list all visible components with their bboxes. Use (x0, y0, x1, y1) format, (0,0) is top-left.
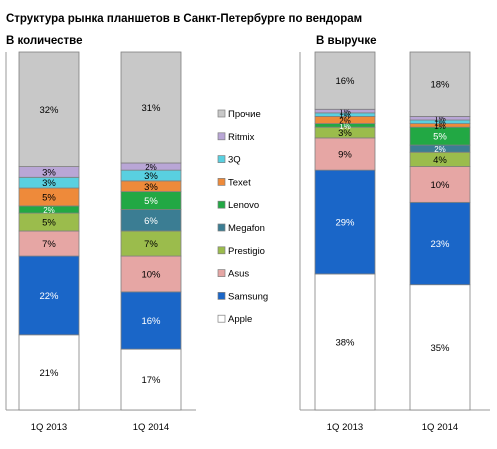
data-label-samsung-p1-c1: 23% (430, 239, 450, 250)
data-label-3q-p1-c1: 1% (434, 118, 446, 127)
data-label-3q-p1-c0: 1% (339, 111, 351, 120)
legend-label-samsung: Samsung (228, 291, 268, 302)
bar-segment-apple-p0-c0 (18, 334, 80, 411)
data-label-ritmix-p1-c1: 1% (434, 115, 446, 124)
panel-left-title: В количестве (6, 35, 82, 47)
panel-right-title: В выручке (316, 35, 377, 47)
data-label-3q-p0-c1: 3% (144, 171, 158, 182)
data-label-lenovo-p1-c1: 5% (433, 132, 447, 143)
data-label-asus-p0-c1: 10% (141, 269, 161, 280)
bar-segment-прочие-p1-c0 (314, 51, 376, 110)
legend-label-lenovo: Lenovo (228, 200, 259, 211)
legend-label-3q: 3Q (228, 155, 241, 166)
bar-segment-прочие-p0-c0 (18, 51, 80, 167)
bar-segment-apple-p1-c1 (409, 284, 471, 411)
data-label-megafon-p1-c1: 2% (434, 145, 446, 154)
data-label-prestigio-p1-c1: 4% (433, 155, 447, 166)
legend-swatch-asus (217, 269, 226, 277)
x-tick-label-p1-c0: 1Q 2013 (327, 422, 363, 433)
x-tick-label-p0-c0: 1Q 2013 (31, 422, 67, 433)
data-label-прочие-p1-c0: 16% (335, 76, 355, 87)
data-label-apple-p0-c0: 21% (39, 368, 59, 379)
x-tick-label-p0-c1: 1Q 2014 (133, 422, 169, 433)
legend-label-прочие: Прочие (228, 109, 261, 120)
data-label-asus-p1-c0: 9% (338, 150, 352, 161)
legend-label-asus: Asus (228, 269, 249, 280)
data-label-ritmix-p0-c0: 3% (42, 167, 56, 178)
bar-segment-samsung-p0-c1 (120, 291, 182, 350)
bar-segment-samsung-p1-c0 (314, 169, 376, 275)
bar-segment-asus-p0-c0 (18, 230, 80, 257)
data-label-lenovo-p1-c0: 1% (339, 122, 351, 131)
data-label-prestigio-p1-c0: 3% (338, 128, 352, 139)
data-label-прочие-p0-c1: 31% (141, 103, 161, 114)
data-label-ritmix-p1-c0: 1% (339, 108, 351, 117)
legend-swatch-ritmix (217, 132, 226, 141)
legend-swatch-3q (217, 155, 226, 163)
legend-label-prestigio: Prestigio (228, 246, 265, 257)
legend-swatch-megafon (217, 223, 226, 232)
bar-segment-прочие-p0-c1 (120, 51, 182, 164)
data-label-lenovo-p0-c1: 5% (144, 196, 158, 207)
bar-segment-prestigio-p0-c1 (120, 230, 182, 257)
data-label-lenovo-p0-c0: 2% (43, 206, 55, 215)
legend-swatch-texet (217, 178, 226, 186)
legend-swatch-apple (217, 314, 226, 323)
legend-swatch-прочие (217, 109, 226, 118)
data-label-apple-p1-c1: 35% (430, 343, 450, 354)
bar-segment-asus-p1-c1 (409, 166, 471, 203)
data-label-asus-p0-c0: 7% (42, 239, 56, 250)
data-label-texet-p0-c1: 3% (144, 182, 158, 193)
bars-layer: 21%22%7%5%2%5%3%3%32%1Q 201317%16%10%7%6… (5, 51, 490, 433)
legend: Прочие Ritmix 3Q Texet Lenovo Megafon Prestigi… (217, 109, 268, 325)
data-label-texet-p1-c1: 1% (434, 122, 446, 131)
data-label-прочие-p1-c1: 18% (430, 80, 450, 91)
bar-segment-apple-p0-c1 (120, 348, 182, 411)
bar-segment-asus-p1-c0 (314, 137, 376, 171)
data-label-samsung-p0-c0: 22% (39, 291, 59, 302)
data-label-texet-p1-c0: 2% (339, 117, 351, 126)
legend-label-apple: Apple (228, 314, 252, 325)
data-label-texet-p0-c0: 5% (42, 192, 56, 203)
data-label-prestigio-p0-c1: 7% (144, 239, 158, 250)
data-label-samsung-p0-c1: 16% (141, 316, 161, 327)
legend-swatch-prestigio (217, 246, 226, 255)
bar-segment-asus-p0-c1 (120, 255, 182, 293)
data-label-apple-p0-c1: 17% (141, 375, 161, 386)
data-label-prestigio-p0-c0: 5% (42, 218, 56, 229)
chart-title: Структура рынка планшетов в Санкт-Петерб… (6, 13, 362, 25)
data-label-3q-p0-c0: 3% (42, 178, 56, 189)
data-label-asus-p1-c1: 10% (430, 180, 450, 191)
legend-label-megafon: Megafon (228, 223, 265, 234)
legend-swatch-samsung (217, 292, 226, 300)
data-label-samsung-p1-c0: 29% (335, 218, 355, 229)
legend-label-texet: Texet (228, 177, 251, 188)
legend-swatch-lenovo (217, 200, 226, 209)
data-label-megafon-p0-c1: 6% (144, 216, 158, 227)
data-label-ritmix-p0-c1: 2% (145, 163, 157, 172)
data-label-прочие-p0-c0: 32% (39, 105, 59, 116)
bar-segment-прочие-p1-c1 (409, 51, 471, 117)
x-tick-label-p1-c1: 1Q 2014 (422, 422, 458, 433)
legend-label-ritmix: Ritmix (228, 132, 255, 143)
data-label-apple-p1-c0: 38% (335, 337, 355, 348)
bar-segment-apple-p1-c0 (314, 273, 376, 411)
